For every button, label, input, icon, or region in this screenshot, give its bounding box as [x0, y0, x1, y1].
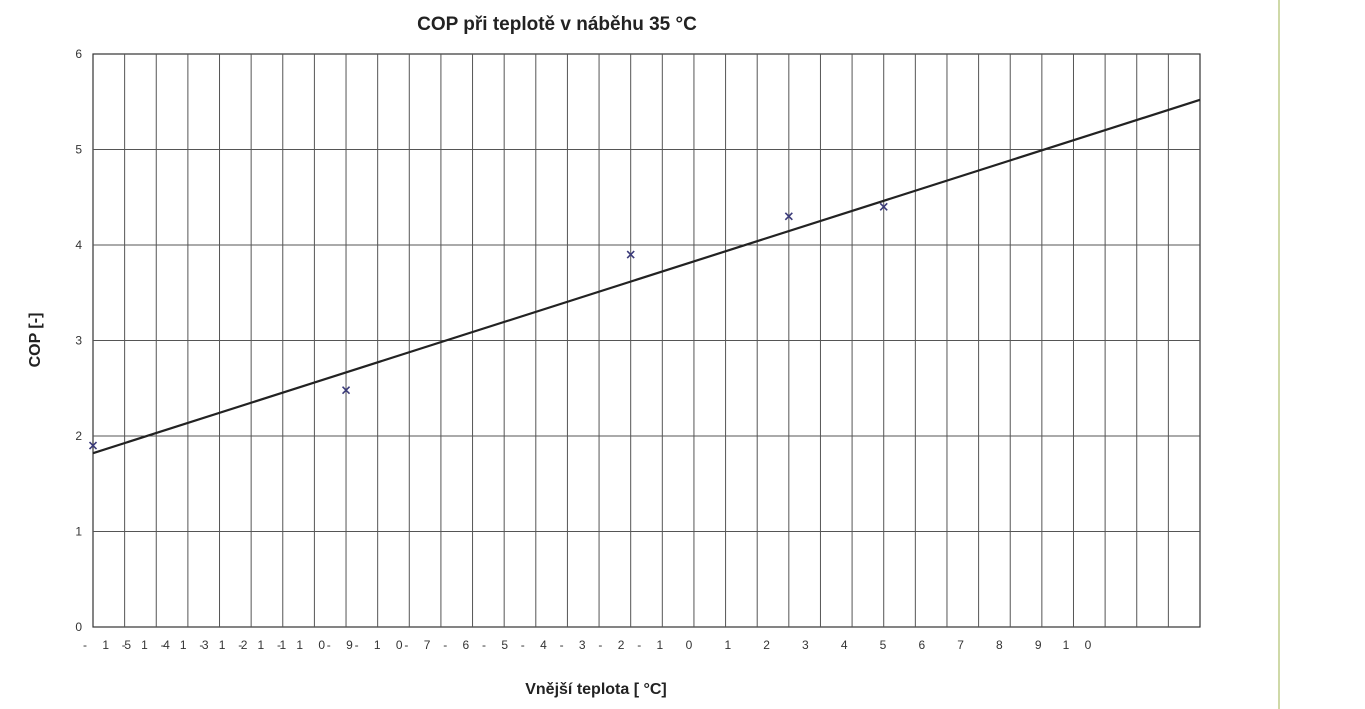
- y-tick-label: 0: [75, 620, 82, 634]
- x-tick-label: 2: [763, 638, 776, 652]
- x-tick-label: 7: [957, 638, 970, 652]
- y-tick-label: 2: [75, 429, 82, 443]
- data-point-marker: [784, 212, 793, 221]
- x-tick-label: - 1 0: [355, 638, 409, 652]
- x-tick-label: - 3: [560, 638, 592, 652]
- x-tick-label: 4: [841, 638, 854, 652]
- x-tick-label: - 6: [443, 638, 475, 652]
- data-point-marker: [626, 250, 635, 259]
- data-point-marker: [341, 386, 351, 395]
- data-point-marker: [879, 202, 888, 211]
- chart-grid: [92, 53, 1201, 628]
- trend-line-group: [92, 98, 1201, 455]
- x-tick-label: 5: [880, 638, 893, 652]
- x-tick-label: - 4: [521, 638, 553, 652]
- y-axis-label: COP [-]: [27, 313, 44, 368]
- x-axis-ticks: - 1 5- 1 4- 1 3- 1 2- 1 1- 1 0- 9- 1 0- …: [83, 638, 1098, 652]
- x-tick-label: - 5: [482, 638, 514, 652]
- y-tick-label: 6: [75, 47, 82, 61]
- x-tick-label: - 1 0: [277, 638, 331, 652]
- x-tick-label: 0: [686, 638, 699, 652]
- data-point-marker: [88, 441, 98, 450]
- x-tick-label: - 7: [404, 638, 436, 652]
- y-tick-label: 1: [75, 525, 82, 539]
- x-tick-label: - 1 1: [238, 638, 292, 652]
- side-divider: [1278, 0, 1280, 709]
- x-axis-label: Vnější teplota [ °C]: [525, 681, 667, 698]
- x-tick-label: - 1: [637, 638, 669, 652]
- trend-line: [92, 98, 1201, 455]
- data-points: [88, 202, 888, 450]
- x-tick-label: 9: [1035, 638, 1048, 652]
- x-tick-label: 3: [802, 638, 815, 652]
- x-tick-label: 6: [918, 638, 931, 652]
- y-tick-label: 3: [75, 334, 82, 348]
- y-tick-label: 4: [75, 238, 82, 252]
- x-tick-label: - 9: [327, 638, 359, 652]
- x-tick-label: - 1 3: [161, 638, 215, 652]
- y-tick-label: 5: [75, 143, 82, 157]
- y-axis-ticks: 0 1 2 3 4 5 6: [75, 47, 82, 634]
- x-tick-label: - 1 5: [83, 638, 137, 652]
- x-tick-label: 8: [996, 638, 1009, 652]
- x-tick-label: - 1 4: [122, 638, 176, 652]
- x-tick-label: 1: [724, 638, 737, 652]
- x-tick-label: - 2: [598, 638, 630, 652]
- chart-title: COP při teplotě v náběhu 35 °C: [417, 14, 697, 35]
- x-tick-label: 1 0: [1063, 638, 1098, 652]
- x-tick-label: - 1 2: [199, 638, 253, 652]
